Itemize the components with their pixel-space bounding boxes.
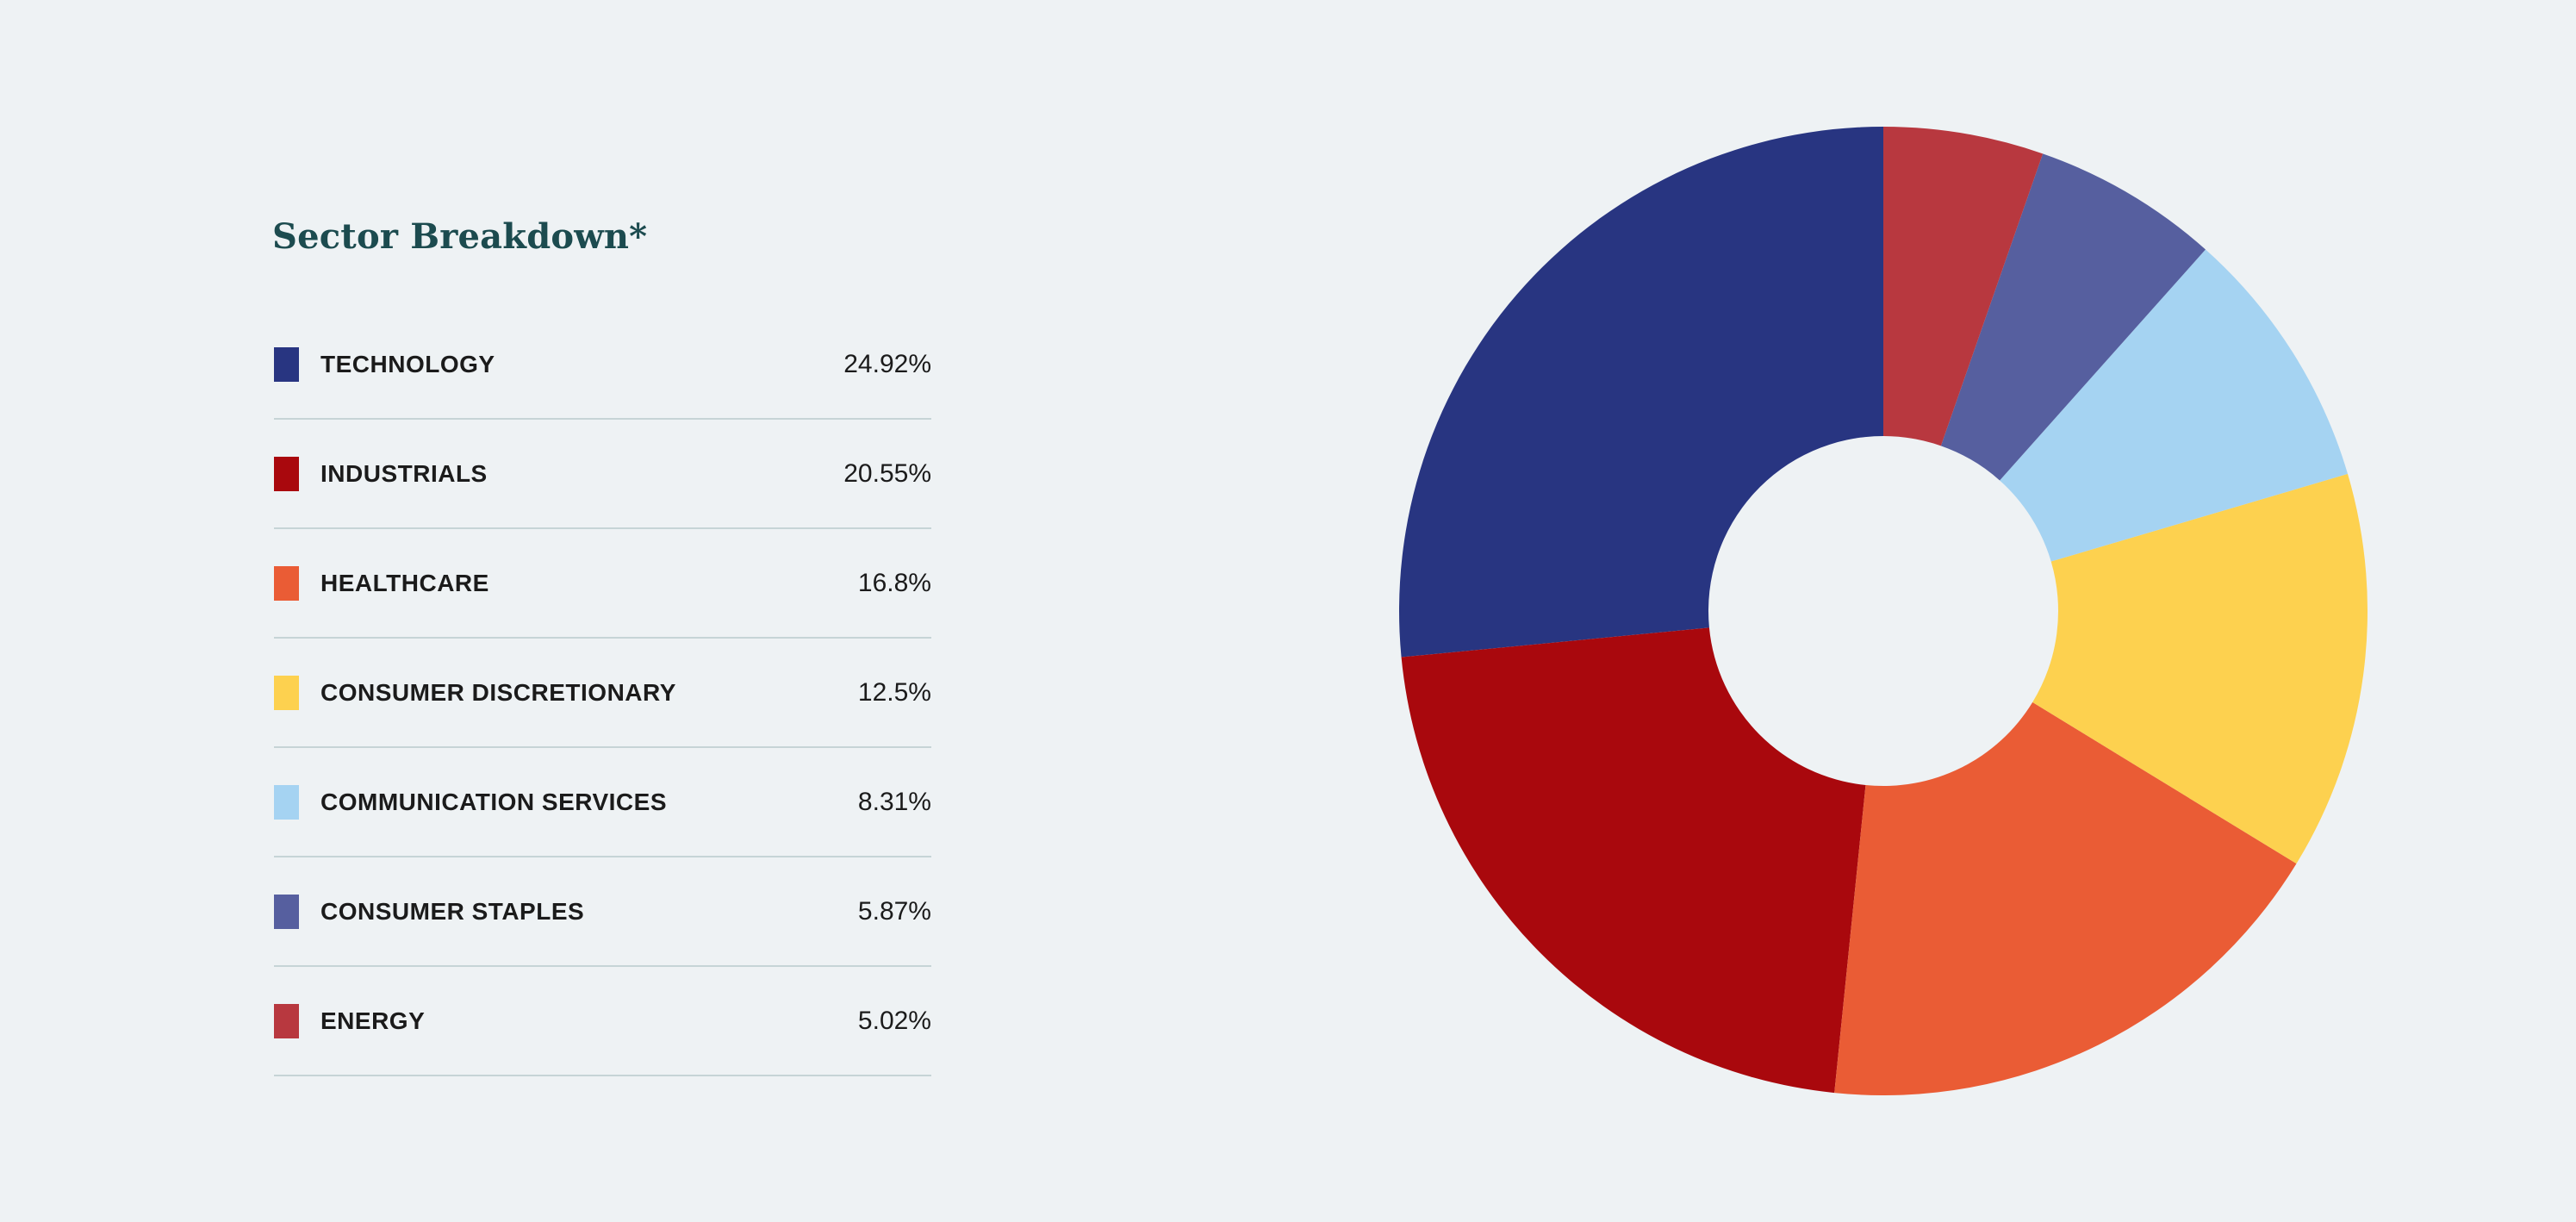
sector-value: 5.87% (857, 896, 931, 926)
legend-row-healthcare: HEALTHCARE 16.8% (274, 529, 931, 639)
sector-label: INDUSTRIALS (320, 459, 488, 487)
legend-row-technology: TECHNOLOGY 24.92% (274, 310, 931, 420)
sector-label: HEALTHCARE (320, 569, 489, 596)
donut-slice-technology (1399, 127, 1883, 658)
donut-slice-consumer-staples (1940, 153, 2206, 481)
legend-color-swatch (274, 565, 299, 601)
legend-color-swatch (274, 784, 299, 820)
donut-slice-healthcare (1834, 701, 2297, 1095)
sector-donut-chart (1399, 127, 2368, 1095)
legend-row-consumer-discretionary: CONSUMER DISCRETIONARY 12.5% (274, 639, 931, 748)
legend-row-energy: ENERGY 5.02% (274, 967, 931, 1076)
legend-row-communication-services: COMMUNICATION SERVICES 8.31% (274, 748, 931, 857)
legend-color-swatch (274, 1003, 299, 1038)
donut-slice-energy (1883, 127, 2044, 446)
sector-value: 24.92% (843, 349, 931, 378)
legend-color-swatch (274, 675, 299, 710)
sector-value: 8.31% (857, 787, 931, 816)
legend-color-swatch (274, 456, 299, 491)
sector-value: 5.02% (857, 1006, 931, 1035)
legend-row-consumer-staples: CONSUMER STAPLES 5.87% (274, 857, 931, 967)
sector-label: CONSUMER DISCRETIONARY (320, 678, 676, 706)
donut-slice-industrials (1401, 627, 1866, 1094)
donut-slice-communication-services (2000, 249, 2349, 562)
legend-color-swatch (274, 346, 299, 382)
donut-slice-consumer-discretionary (2032, 473, 2368, 864)
legend-color-swatch (274, 894, 299, 929)
sector-legend: TECHNOLOGY 24.92% INDUSTRIALS 20.55% HEA… (274, 310, 931, 1076)
sector-value: 20.55% (843, 458, 931, 488)
sector-value: 16.8% (857, 568, 931, 597)
sector-label: COMMUNICATION SERVICES (320, 788, 667, 815)
sector-label: ENERGY (320, 1007, 426, 1034)
sector-label: CONSUMER STAPLES (320, 897, 585, 925)
donut-svg (1399, 127, 2368, 1095)
page-title: Sector Breakdown* (272, 216, 648, 257)
sector-value: 12.5% (857, 677, 931, 707)
sector-label: TECHNOLOGY (320, 350, 495, 377)
legend-row-industrials: INDUSTRIALS 20.55% (274, 420, 931, 529)
